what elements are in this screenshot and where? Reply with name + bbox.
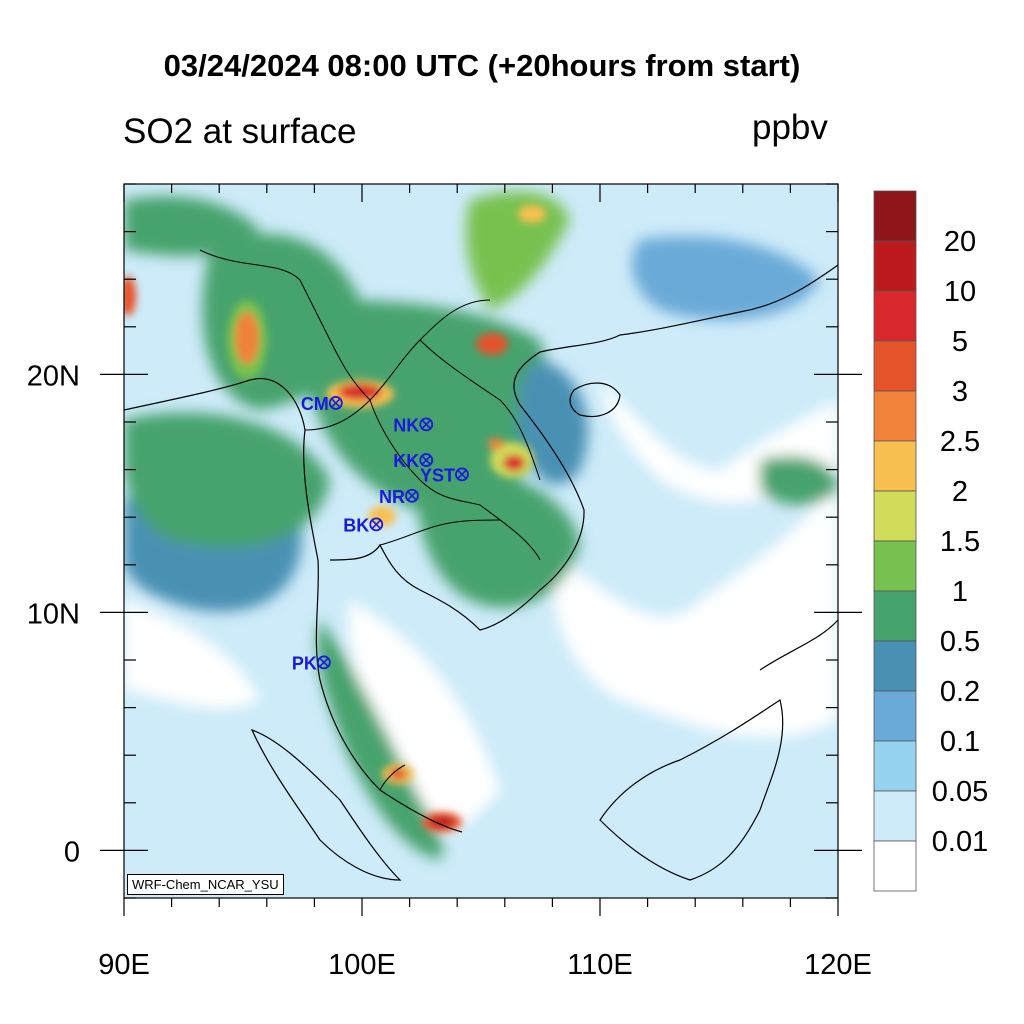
station-pk: PK [292, 653, 331, 673]
colorbar-box [873, 740, 917, 792]
colorbar-box [873, 640, 917, 692]
station-label: BK [343, 515, 369, 535]
colorbar-label: 0.05 [932, 776, 988, 808]
station-bk: BK [343, 515, 384, 535]
station-marker-icon [455, 467, 469, 482]
colorbar-label: 20 [944, 226, 976, 258]
colorbar-label: 3 [952, 376, 968, 408]
station-nr: NR [379, 487, 419, 507]
lat-tick-label: 20N [27, 360, 80, 392]
colorbar-label: 2 [952, 476, 968, 508]
station-marker-icon [405, 488, 419, 503]
units-label: ppbv [752, 108, 828, 147]
colorbar: 20 10 5 3 2.5 2 1.5 1 0.5 0.2 0.1 0.05 0.01 [873, 190, 988, 892]
colorbar-label: 2.5 [940, 426, 980, 458]
colorbar-box [873, 440, 917, 492]
colorbar-label: 1 [952, 576, 968, 608]
colorbar-box [873, 190, 917, 242]
colorbar-label: 0.1 [940, 726, 980, 758]
axis-ticks [100, 183, 862, 916]
country-borders [199, 249, 541, 791]
colorbar-label: 10 [944, 276, 976, 308]
colorbar-box [873, 840, 917, 892]
station-kk: KK [393, 451, 434, 471]
colorbar-label: 1.5 [940, 526, 980, 558]
colorbar-box [873, 690, 917, 742]
station-label: YST [420, 465, 455, 485]
station-yst: YST [420, 465, 469, 485]
concentration-field [124, 184, 838, 898]
variable-title: SO2 at surface [123, 112, 357, 151]
station-label: NK [393, 415, 419, 435]
model-credit: WRF-Chem_NCAR_YSU [127, 874, 284, 895]
station-marker-icon [419, 453, 434, 467]
station-label: CM [301, 394, 329, 414]
station-marker-icon [317, 655, 331, 670]
coastlines [124, 264, 838, 881]
lon-tick-label: 100E [328, 949, 396, 981]
colorbar-label: 0.2 [940, 676, 980, 708]
station-nk: NK [393, 415, 434, 435]
lon-tick-label: 110E [567, 949, 633, 981]
axis-tick-labels: 90E 100E 110E 120E 20N 10N 0 [27, 360, 872, 981]
colorbar-label: 5 [952, 326, 968, 358]
colorbar-box [873, 540, 917, 592]
colorbar-box [873, 590, 917, 642]
colorbar-box [873, 340, 917, 392]
colorbar-box [873, 240, 917, 292]
map-frame [123, 183, 839, 899]
colorbar-label: 0.5 [940, 626, 980, 658]
station-marker-icon [419, 417, 434, 432]
station-label: PK [292, 653, 317, 673]
lat-tick-label: 10N [27, 598, 80, 630]
lat-tick-label: 0 [64, 836, 80, 868]
station-label: KK [393, 451, 419, 471]
colorbar-box [873, 490, 917, 542]
colorbar-box [873, 790, 917, 842]
station-marker-icon [369, 517, 384, 532]
station-label: NR [379, 487, 405, 507]
colorbar-label: 0.01 [932, 826, 988, 858]
lon-tick-label: 90E [98, 949, 150, 981]
lon-tick-label: 120E [804, 949, 872, 981]
station-cm: CM [301, 394, 343, 414]
colorbar-box [873, 290, 917, 342]
station-marker-icon [328, 396, 343, 410]
main-title: 03/24/2024 08:00 UTC (+20hours from star… [163, 48, 801, 83]
colorbar-box [873, 390, 917, 442]
